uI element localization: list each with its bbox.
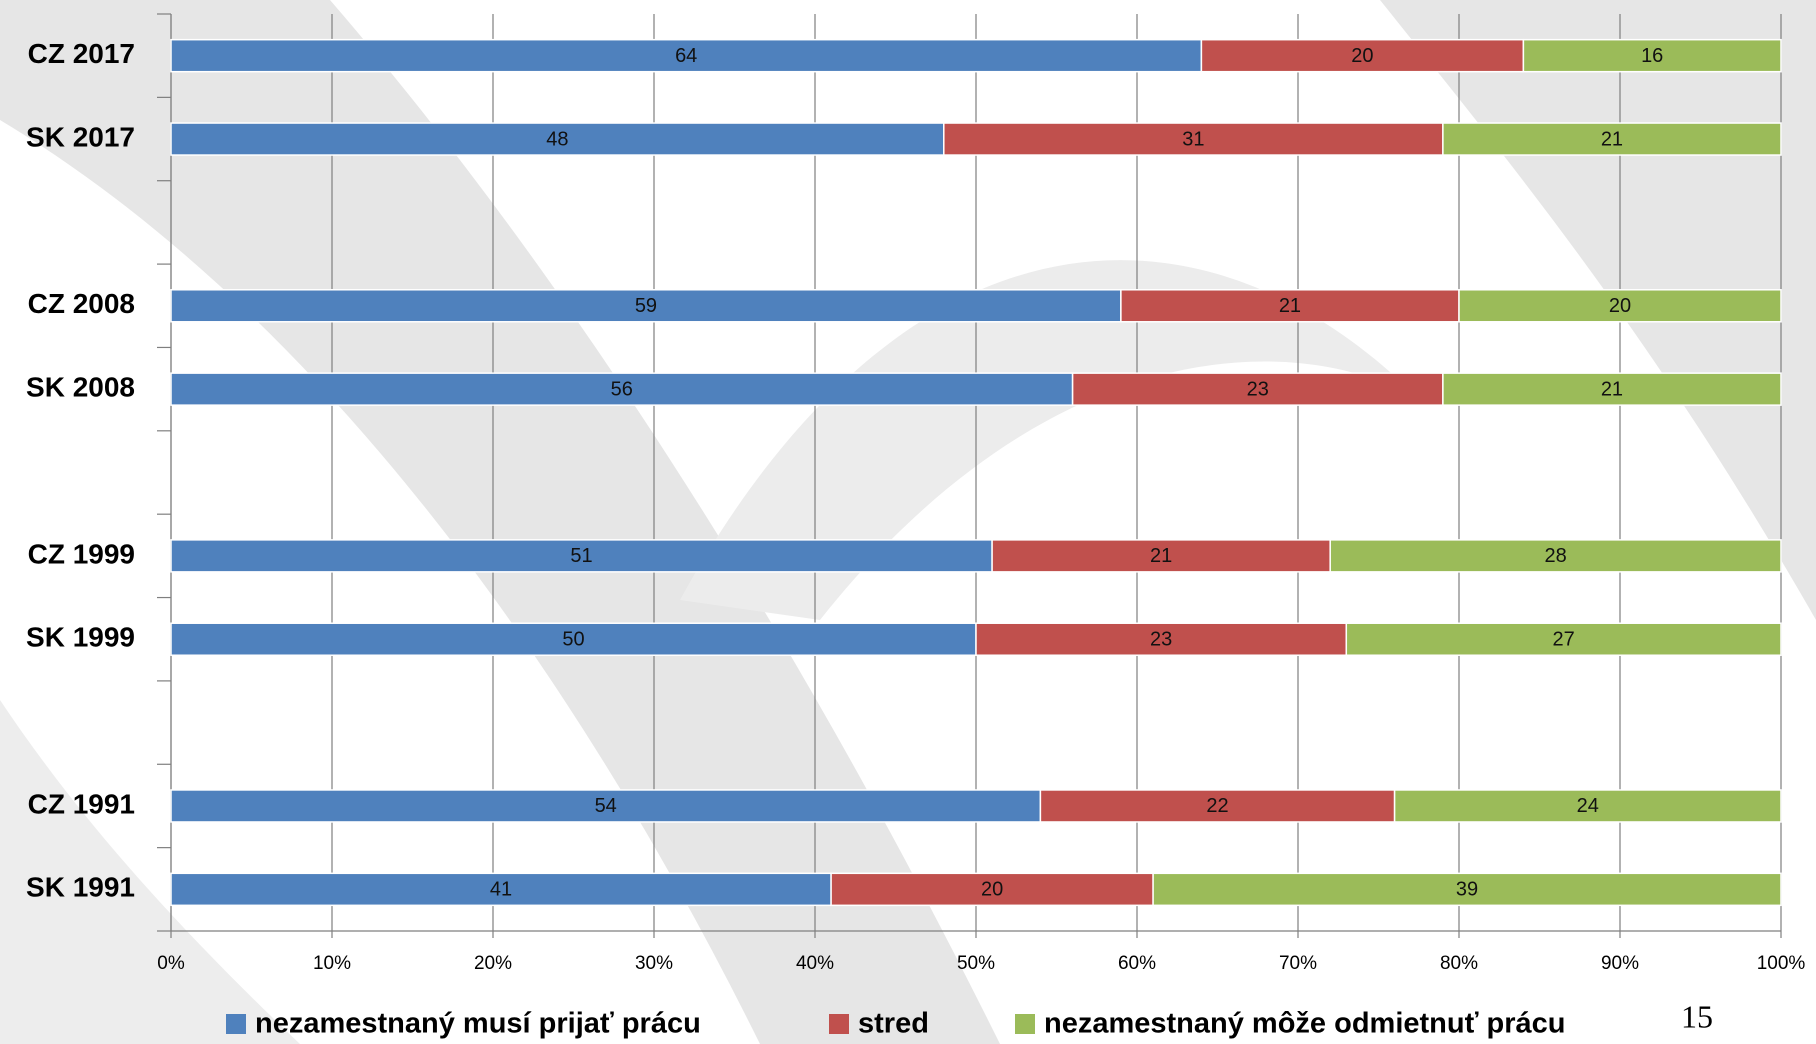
x-tick-label: 30% [635, 953, 673, 974]
x-tick-label: 90% [1601, 953, 1639, 974]
bar-segment [1458, 289, 1782, 323]
data-label: 54 [595, 795, 617, 817]
bar-segment [943, 122, 1444, 156]
bar-segment [170, 122, 945, 156]
category-label: CZ 2008 [28, 288, 135, 319]
legend-swatch [226, 1014, 246, 1034]
category-label: CZ 1999 [28, 538, 135, 569]
x-tick-label: 10% [313, 953, 351, 974]
bar-segment [1393, 789, 1782, 823]
bar-segment [1120, 289, 1460, 323]
x-tick-label: 60% [1118, 953, 1156, 974]
bar-segment [1522, 38, 1782, 73]
bar-segment [1442, 122, 1782, 156]
category-label: SK 2017 [26, 121, 135, 152]
bar-segment [975, 622, 1348, 656]
x-tick-label: 40% [796, 953, 834, 974]
legend-label: nezamestnaný musí prijať prácu [255, 1008, 701, 1040]
legend-label: nezamestnaný môže odmietnuť prácu [1044, 1008, 1566, 1040]
data-label: 21 [1279, 295, 1301, 317]
bar-segment [1039, 789, 1396, 823]
data-label: 22 [1206, 795, 1228, 817]
bar-segment [830, 872, 1154, 907]
bar-segment [1442, 372, 1782, 406]
bar-segment [170, 622, 977, 656]
data-label: 31 [1182, 128, 1204, 150]
bar-segment [170, 372, 1074, 406]
data-label: 27 [1553, 629, 1575, 651]
bar-segment [1152, 872, 1782, 907]
page-number: 15 [1681, 998, 1713, 1034]
bar-segment [170, 872, 832, 907]
data-label: 20 [1609, 295, 1631, 317]
data-label: 59 [635, 295, 657, 317]
data-label: 20 [1351, 45, 1373, 67]
data-label: 28 [1544, 545, 1566, 567]
bar-segment [170, 38, 1203, 73]
bar-segment [1345, 622, 1782, 656]
data-label: 41 [490, 879, 512, 901]
data-label: 23 [1150, 629, 1172, 651]
legend-swatch [829, 1014, 849, 1034]
category-label: CZ 2017 [28, 38, 135, 69]
category-label: SK 1999 [26, 622, 135, 653]
category-label: SK 1991 [26, 872, 135, 903]
bar-segment [1329, 539, 1782, 573]
x-tick-label: 20% [474, 953, 512, 974]
data-label: 50 [562, 629, 584, 651]
data-label: 48 [546, 128, 568, 150]
data-label: 21 [1601, 128, 1623, 150]
bar-segment [170, 289, 1122, 323]
x-tick-label: 70% [1279, 953, 1317, 974]
data-label: 24 [1577, 795, 1599, 817]
bar-segment [1200, 38, 1525, 73]
x-tick-label: 100% [1757, 953, 1806, 974]
x-tick-label: 80% [1440, 953, 1478, 974]
bar-segment [170, 789, 1042, 823]
data-label: 56 [611, 378, 633, 400]
data-label: 39 [1456, 879, 1478, 901]
category-label: CZ 1991 [28, 788, 135, 819]
data-label: 23 [1247, 378, 1269, 400]
x-tick-label: 50% [957, 953, 995, 974]
legend-label: stred [858, 1008, 929, 1040]
bar-segment [1071, 372, 1444, 406]
bar-segment [170, 539, 993, 573]
data-label: 21 [1150, 545, 1172, 567]
data-label: 21 [1601, 378, 1623, 400]
data-label: 64 [675, 45, 697, 67]
data-label: 51 [570, 545, 592, 567]
data-label: 16 [1641, 45, 1663, 67]
category-label: SK 2008 [26, 372, 135, 403]
x-tick-label: 0% [157, 953, 185, 974]
legend-swatch [1015, 1014, 1035, 1034]
data-label: 20 [981, 879, 1003, 901]
